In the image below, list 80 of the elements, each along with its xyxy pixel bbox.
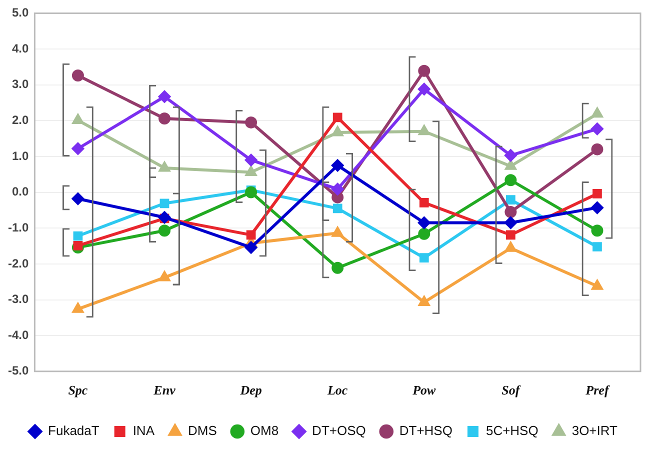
y-tick-label: -4.0 [8, 328, 29, 342]
y-tick-label: 0.0 [12, 184, 29, 199]
x-tick-label: Spc [68, 382, 88, 398]
point [591, 122, 604, 135]
point [332, 126, 343, 136]
legend-label: OM8 [250, 423, 279, 438]
point [419, 253, 429, 263]
point [592, 280, 603, 290]
point [591, 202, 604, 214]
y-tick-label: 1.0 [12, 148, 29, 163]
point [419, 198, 429, 208]
point [246, 166, 256, 176]
bar [172, 106, 180, 286]
point [332, 112, 342, 122]
point [592, 242, 602, 252]
point [73, 231, 83, 241]
point [504, 206, 517, 218]
point [159, 272, 170, 282]
point [72, 303, 84, 313]
point [591, 224, 604, 237]
point [504, 216, 517, 229]
point [245, 241, 258, 254]
point [72, 114, 84, 124]
point [160, 198, 170, 208]
x-tick-label: Loc [326, 382, 348, 398]
point [158, 112, 170, 125]
point [332, 191, 344, 204]
legend-label: 3O+IRT [572, 423, 618, 438]
point [158, 224, 170, 237]
point [332, 183, 344, 196]
point [245, 186, 258, 198]
y-tick-label: -1.0 [8, 220, 29, 234]
point [245, 154, 258, 166]
point [332, 227, 343, 237]
point [418, 64, 430, 77]
bar [322, 106, 330, 278]
legend-label: DT+HSQ [399, 423, 452, 438]
x-tick-label: Sof [502, 382, 522, 398]
point [592, 108, 603, 118]
x-tick-label: Dep [239, 382, 262, 398]
legend-label: INA [132, 423, 155, 438]
point [504, 174, 517, 186]
point [506, 195, 516, 205]
point [504, 149, 517, 162]
point [73, 240, 83, 250]
point [505, 160, 516, 170]
point [159, 162, 170, 172]
point [332, 204, 342, 214]
legend-label: DT+OSQ [312, 423, 366, 438]
x-tick-label: Pref [586, 382, 610, 398]
point [418, 216, 430, 229]
x-tick-label: Pow [412, 382, 436, 398]
point [418, 125, 430, 136]
y-tick-label: 4.0 [12, 41, 29, 56]
point [72, 70, 84, 82]
point [506, 230, 516, 240]
y-tick-label: -2.0 [8, 256, 29, 270]
y-tick-label: 5.0 [12, 6, 29, 20]
point [591, 143, 604, 156]
x-tick-label: Env [152, 382, 176, 398]
y-tick-label: -5.0 [8, 364, 29, 378]
y-tick-label: 2.0 [12, 112, 29, 127]
legend-label: 5C+HSQ [486, 423, 538, 438]
point [245, 116, 258, 128]
legend-label: FukadaT [48, 423, 100, 438]
legend-label: DMS [188, 423, 218, 438]
point [505, 242, 516, 252]
y-tick-label: -3.0 [8, 292, 29, 306]
point [418, 296, 430, 306]
y-tick-label: 3.0 [12, 77, 29, 92]
point [158, 90, 170, 103]
point [332, 159, 344, 172]
point [332, 262, 344, 274]
point [72, 142, 84, 155]
point [72, 192, 84, 205]
point [418, 83, 430, 96]
point [158, 211, 170, 224]
point [418, 228, 430, 240]
point [592, 189, 602, 198]
point [246, 230, 256, 240]
